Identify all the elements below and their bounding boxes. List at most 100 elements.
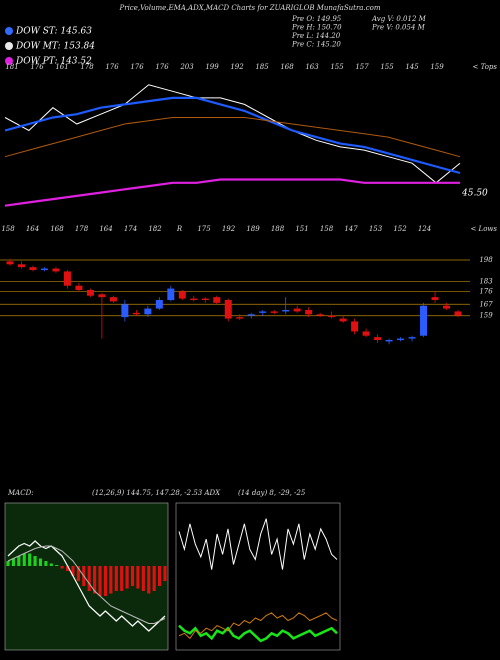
low-label: 164	[26, 225, 39, 233]
price-level-label: 167	[479, 300, 493, 308]
top-label: 163	[305, 63, 319, 71]
legend-label: DOW MT: 153.84	[15, 42, 95, 52]
histogram-bar	[114, 566, 118, 591]
top-label: 159	[430, 63, 444, 71]
lows-label: < Lows	[470, 225, 497, 233]
histogram-bar	[76, 566, 80, 581]
histogram-bar	[55, 565, 59, 566]
histogram-bar	[125, 566, 129, 589]
top-label: 155	[380, 63, 394, 71]
histogram-bar	[109, 566, 113, 594]
low-label: 158	[320, 225, 334, 233]
histogram-bar	[130, 566, 135, 586]
legend-marker	[5, 27, 13, 35]
histogram-bar	[49, 563, 53, 566]
histogram-bar	[103, 566, 108, 596]
top-label: 176	[130, 63, 144, 71]
candle-body	[328, 315, 336, 318]
candle-body	[362, 331, 370, 336]
candle-body	[121, 304, 129, 318]
low-label: 151	[295, 225, 308, 233]
low-label: 124	[418, 225, 431, 233]
candle-body	[270, 311, 278, 313]
top-label: 178	[80, 63, 94, 71]
histogram-bar	[17, 556, 21, 566]
info-text: Avg V: 0.012 M	[371, 15, 427, 23]
macd-panel	[4, 502, 169, 651]
low-label: 174	[124, 225, 137, 233]
low-label: 168	[50, 225, 64, 233]
candle-body	[351, 321, 359, 332]
histogram-bar	[65, 566, 70, 571]
top-label: 176	[155, 63, 169, 71]
low-label: 175	[197, 225, 211, 233]
candle-body	[259, 311, 267, 313]
histogram-bar	[6, 561, 10, 566]
low-label: 158	[1, 225, 15, 233]
legend-marker	[5, 42, 13, 50]
top-label: 176	[105, 63, 119, 71]
histogram-bar	[152, 566, 156, 591]
histogram-bar	[71, 566, 75, 576]
top-label: 176	[30, 63, 44, 71]
candle-body	[167, 288, 175, 300]
candle-body	[52, 268, 60, 272]
page-title: Price,Volume,EMA,ADX,MACD Charts for ZUA…	[119, 4, 381, 12]
series-line	[4, 178, 460, 207]
top-label: 199	[205, 63, 219, 71]
macd-subtitle: (12,26,9) 144.75, 147.28, -2.53 ADX	[92, 489, 221, 497]
adx-panel	[175, 502, 341, 651]
candle-body	[29, 267, 37, 270]
histogram-bar	[136, 566, 140, 589]
macd-title: MACD:	[7, 489, 34, 497]
candle-body	[339, 318, 347, 322]
candle-body	[236, 317, 244, 319]
low-label: 182	[148, 225, 162, 233]
candle-body	[144, 308, 152, 315]
low-label: 164	[99, 225, 112, 233]
candle-body	[454, 311, 462, 316]
low-label: 188	[271, 225, 285, 233]
candle-body	[247, 314, 255, 316]
series-line	[178, 612, 338, 640]
price-level-label: 183	[479, 277, 493, 285]
legend-label: DOW ST: 145.63	[15, 27, 92, 37]
top-label: 145	[405, 63, 419, 71]
histogram-bar	[33, 556, 37, 566]
histogram-bar	[120, 566, 124, 591]
tops-label: < Tops	[472, 63, 497, 71]
candle-body	[63, 271, 71, 286]
info-text: Pre O: 149.95	[291, 15, 342, 23]
candle-body	[431, 297, 439, 300]
candle-body	[17, 264, 25, 268]
top-label: 185	[255, 63, 269, 71]
candle-body	[75, 285, 83, 290]
candle-body	[305, 310, 313, 315]
histogram-bar	[11, 558, 15, 566]
low-label: 178	[75, 225, 89, 233]
candle-body	[224, 300, 232, 319]
series-line	[4, 96, 461, 175]
candle-body	[408, 337, 416, 339]
candle-body	[282, 310, 290, 312]
low-label: 147	[344, 225, 358, 233]
histogram-bar	[141, 566, 145, 591]
candle-body	[443, 305, 451, 309]
info-text: Pre V: 0.054 M	[371, 24, 426, 32]
candle-body	[213, 297, 221, 303]
top-label: 155	[330, 63, 344, 71]
candle-body	[155, 300, 163, 309]
low-label: R	[176, 225, 183, 233]
candle-body	[6, 261, 14, 265]
low-label: 153	[369, 225, 383, 233]
series-line	[4, 84, 461, 184]
histogram-bar	[87, 566, 91, 591]
histogram-bar	[163, 566, 167, 581]
low-label: 189	[246, 225, 260, 233]
top-label: 181	[5, 63, 18, 71]
histogram-bar	[158, 566, 162, 586]
histogram-bar	[60, 566, 64, 569]
series-line	[7, 540, 166, 632]
price-level-label: 198	[479, 256, 493, 264]
legend-label: DOW PT: 143.52	[15, 57, 92, 67]
